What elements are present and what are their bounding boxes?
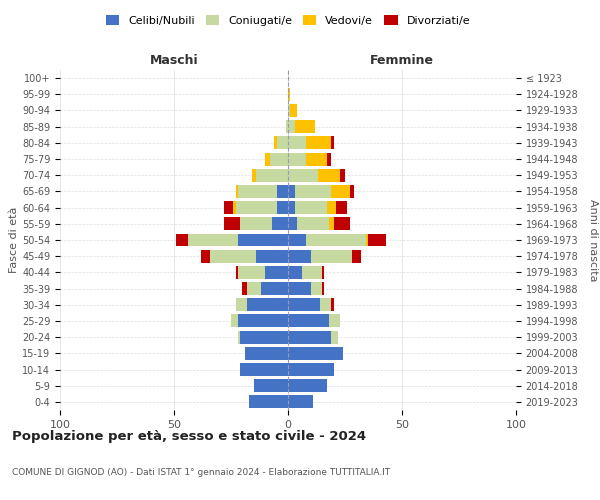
Bar	[288, 379, 327, 392]
Bar	[311, 250, 352, 262]
Text: Femmine: Femmine	[370, 54, 434, 66]
Bar	[288, 234, 306, 246]
Bar	[350, 185, 354, 198]
Bar	[242, 282, 247, 295]
Y-axis label: Anni di nascita: Anni di nascita	[588, 198, 598, 281]
Text: Maschi: Maschi	[149, 54, 199, 66]
Bar	[245, 347, 288, 360]
Bar	[202, 250, 211, 262]
Bar	[288, 282, 311, 295]
Bar	[240, 218, 272, 230]
Bar	[331, 136, 334, 149]
Bar	[288, 120, 295, 133]
Bar	[295, 120, 316, 133]
Bar	[236, 185, 238, 198]
Bar	[277, 185, 288, 198]
Bar	[236, 201, 277, 214]
Bar	[334, 218, 350, 230]
Bar	[238, 314, 288, 328]
Bar	[322, 282, 325, 295]
Bar	[288, 152, 306, 166]
Bar	[277, 136, 288, 149]
Bar	[240, 330, 288, 344]
Bar	[256, 169, 288, 181]
Bar	[288, 136, 306, 149]
Bar	[290, 104, 297, 117]
Bar	[352, 250, 361, 262]
Bar	[288, 330, 331, 344]
Bar	[254, 379, 288, 392]
Bar	[288, 201, 295, 214]
Bar	[288, 266, 302, 279]
Bar	[240, 363, 288, 376]
Text: COMUNE DI GIGNOD (AO) - Dati ISTAT 1° gennaio 2024 - Elaborazione TUTTITALIA.IT: COMUNE DI GIGNOD (AO) - Dati ISTAT 1° ge…	[12, 468, 390, 477]
Bar	[247, 282, 260, 295]
Y-axis label: Fasce di età: Fasce di età	[9, 207, 19, 273]
Bar	[233, 201, 236, 214]
Bar	[288, 396, 313, 408]
Bar	[238, 185, 277, 198]
Bar	[306, 152, 327, 166]
Bar	[295, 185, 331, 198]
Bar	[311, 282, 322, 295]
Bar	[238, 234, 288, 246]
Bar	[236, 266, 238, 279]
Bar	[288, 185, 295, 198]
Bar	[188, 234, 238, 246]
Bar	[265, 266, 288, 279]
Bar	[247, 298, 288, 311]
Bar	[306, 136, 331, 149]
Bar	[249, 396, 288, 408]
Bar	[176, 234, 188, 246]
Bar	[260, 282, 288, 295]
Bar	[288, 363, 334, 376]
Bar	[320, 298, 331, 311]
Bar	[272, 218, 288, 230]
Bar	[331, 185, 350, 198]
Bar	[288, 250, 311, 262]
Bar	[288, 169, 317, 181]
Bar	[331, 298, 334, 311]
Bar	[211, 250, 256, 262]
Bar	[236, 298, 247, 311]
Bar	[231, 314, 238, 328]
Bar	[368, 234, 386, 246]
Bar	[365, 234, 368, 246]
Bar	[306, 234, 365, 246]
Bar	[288, 347, 343, 360]
Bar	[265, 152, 270, 166]
Bar	[327, 201, 336, 214]
Bar	[288, 314, 329, 328]
Bar	[288, 298, 320, 311]
Bar	[251, 169, 256, 181]
Bar	[340, 169, 345, 181]
Bar	[331, 330, 338, 344]
Bar	[329, 218, 334, 230]
Bar	[302, 266, 322, 279]
Bar	[288, 104, 290, 117]
Bar	[256, 250, 288, 262]
Bar	[286, 120, 288, 133]
Bar	[336, 201, 347, 214]
Bar	[224, 218, 240, 230]
Bar	[224, 201, 233, 214]
Legend: Celibi/Nubili, Coniugati/e, Vedovi/e, Divorziati/e: Celibi/Nubili, Coniugati/e, Vedovi/e, Di…	[101, 10, 475, 30]
Bar	[329, 314, 340, 328]
Bar	[288, 218, 297, 230]
Bar	[238, 266, 265, 279]
Text: Popolazione per età, sesso e stato civile - 2024: Popolazione per età, sesso e stato civil…	[12, 430, 366, 443]
Bar	[274, 136, 277, 149]
Bar	[270, 152, 288, 166]
Bar	[317, 169, 340, 181]
Bar	[288, 88, 290, 101]
Bar	[238, 330, 240, 344]
Bar	[327, 152, 331, 166]
Bar	[297, 218, 329, 230]
Bar	[277, 201, 288, 214]
Bar	[322, 266, 325, 279]
Bar	[295, 201, 327, 214]
